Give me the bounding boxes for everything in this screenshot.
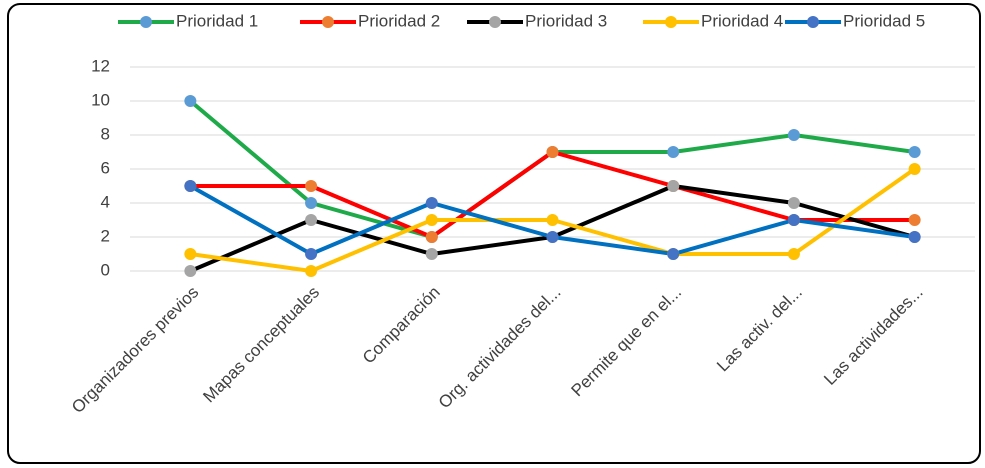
data-point — [425, 214, 438, 226]
legend-label: Prioridad 2 — [358, 11, 440, 30]
legend-label: Prioridad 5 — [843, 11, 925, 30]
legend-label: Prioridad 1 — [176, 11, 258, 30]
y-tick-label: 0 — [101, 260, 110, 279]
data-point — [908, 146, 921, 158]
y-tick-label: 4 — [101, 192, 110, 211]
y-tick-label: 10 — [91, 90, 110, 109]
y-tick-label: 2 — [101, 226, 110, 245]
data-point — [305, 265, 318, 277]
data-point — [908, 214, 921, 226]
data-point — [546, 214, 559, 226]
data-point — [184, 180, 197, 192]
legend-label: Prioridad 3 — [525, 11, 607, 30]
legend-marker — [807, 16, 819, 28]
chart-border — [7, 3, 981, 464]
data-point — [667, 248, 680, 260]
data-point — [425, 231, 438, 243]
data-point — [787, 214, 800, 226]
data-point — [787, 197, 800, 209]
data-point — [667, 180, 680, 192]
legend-marker — [322, 16, 334, 28]
y-tick-label: 12 — [91, 56, 110, 75]
data-point — [305, 214, 318, 226]
data-point — [787, 129, 800, 141]
y-tick-label: 6 — [101, 158, 110, 177]
legend-label: Prioridad 4 — [701, 11, 783, 30]
data-point — [305, 180, 318, 192]
data-point — [305, 197, 318, 209]
data-point — [908, 163, 921, 175]
data-point — [184, 248, 197, 260]
data-point — [184, 265, 197, 277]
data-point — [425, 248, 438, 260]
data-point — [908, 231, 921, 243]
data-point — [546, 231, 559, 243]
data-point — [305, 248, 318, 260]
data-point — [425, 197, 438, 209]
data-point — [546, 146, 559, 158]
legend-marker — [489, 16, 501, 28]
legend-marker — [140, 16, 152, 28]
data-point — [787, 248, 800, 260]
data-point — [184, 95, 197, 107]
y-tick-label: 8 — [101, 124, 110, 143]
data-point — [667, 146, 680, 158]
legend-marker — [665, 16, 677, 28]
